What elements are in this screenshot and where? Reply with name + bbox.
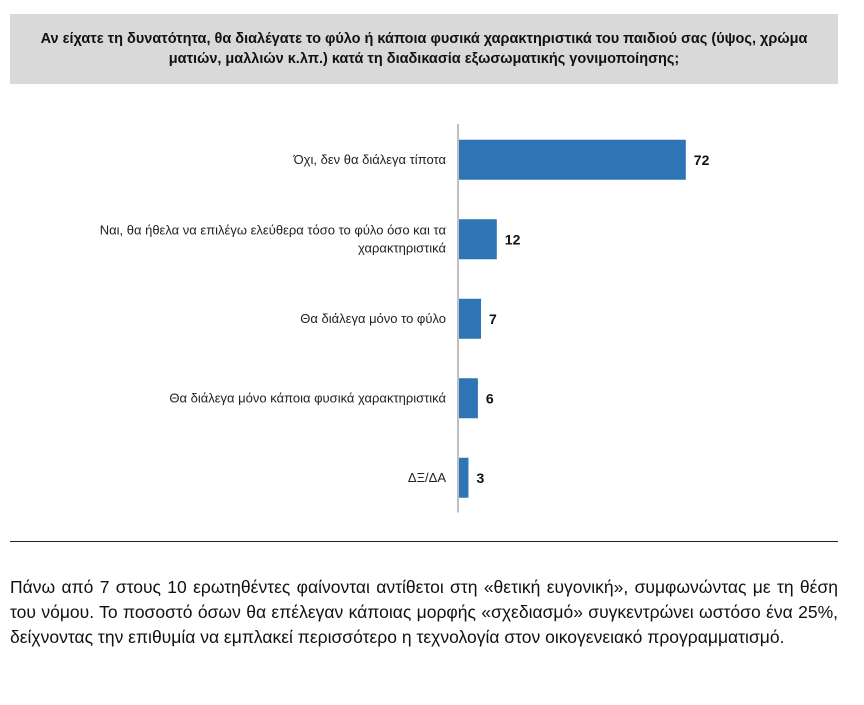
- value-label-3: 6: [486, 390, 494, 406]
- question-text: Αν είχατε τη δυνατότητα, θα διαλέγατε το…: [40, 31, 808, 67]
- value-label-1: 12: [505, 231, 521, 247]
- bar-4: [459, 457, 469, 498]
- bar-0: [459, 139, 686, 180]
- category-label-4: ΔΞ/ΔΑ: [408, 470, 446, 485]
- section-divider: [10, 541, 838, 542]
- category-label-3: Θα διάλεγα μόνο κάποια φυσικά χαρακτηρισ…: [169, 390, 446, 405]
- category-label-2: Θα διάλεγα μόνο το φύλο: [300, 311, 446, 326]
- bar-2: [459, 298, 482, 339]
- category-label-0: Όχι, δεν θα διάλεγα τίποτα: [293, 152, 447, 167]
- value-label-4: 3: [476, 470, 484, 486]
- category-label-1: Ναι, θα ήθελα να επιλέγω ελεύθερα τόσο τ…: [100, 222, 447, 255]
- body-paragraph: Πάνω από 7 στους 10 ερωτηθέντες φαίνοντα…: [10, 577, 838, 647]
- value-label-2: 7: [489, 311, 497, 327]
- value-label-0: 72: [694, 152, 710, 168]
- bar-chart: 72 Όχι, δεν θα διάλεγα τίποτα 12 Ναι, θα ήθ…: [100, 124, 710, 513]
- question-box: Αν είχατε τη δυνατότητα, θα διαλέγατε το…: [10, 14, 838, 84]
- bar-3: [459, 378, 478, 419]
- bar-1: [459, 219, 497, 260]
